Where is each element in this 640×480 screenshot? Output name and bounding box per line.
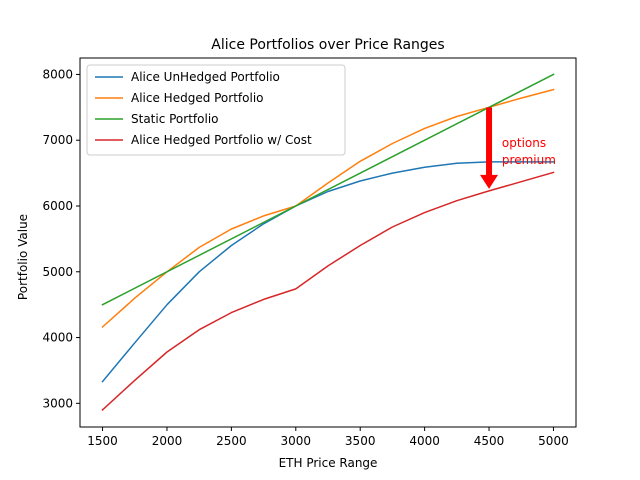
- legend-label: Alice Hedged Portfolio w/ Cost: [131, 133, 312, 147]
- options-premium-arrow: [480, 107, 499, 189]
- y-tick-label: 6000: [42, 199, 73, 213]
- series-layer: [101, 73, 555, 411]
- y-axis-ticks: 3000 4000 5000 6000 7000 8000: [42, 67, 80, 410]
- x-tick-label: 5000: [538, 434, 569, 448]
- y-axis-label: Portfolio Value: [16, 214, 30, 300]
- y-tick-label: 3000: [42, 396, 73, 410]
- x-tick-label: 3500: [345, 434, 376, 448]
- legend-label: Alice UnHedged Portfolio: [131, 70, 280, 84]
- series-line-4: [101, 171, 555, 411]
- series-line-1: [101, 161, 555, 383]
- x-tick-label: 1500: [87, 434, 118, 448]
- annotation-layer: options premium: [480, 107, 556, 189]
- x-tick-label: 2000: [152, 434, 183, 448]
- x-tick-label: 4000: [409, 434, 440, 448]
- x-tick-label: 4500: [474, 434, 505, 448]
- legend-label: Static Portfolio: [131, 112, 219, 126]
- chart-title: Alice Portfolios over Price Ranges: [211, 37, 444, 53]
- series-line-3: [101, 73, 555, 306]
- legend-box: [86, 64, 346, 156]
- y-tick-label: 5000: [42, 265, 73, 279]
- annotation-text-line: options: [502, 136, 546, 150]
- legend: Alice UnHedged Portfolio Alice Hedged Por…: [86, 64, 346, 156]
- y-tick-label: 7000: [42, 133, 73, 147]
- y-tick-label: 8000: [42, 67, 73, 81]
- annotation-text-line: premium: [502, 153, 556, 167]
- x-tick-label: 3000: [281, 434, 312, 448]
- x-axis-ticks: 1500 2000 2500 3000 3500 4000 4500 5000: [87, 427, 569, 448]
- y-tick-label: 4000: [42, 331, 73, 345]
- plot-area-frame: [79, 57, 577, 428]
- legend-label: Alice Hedged Portfolio: [131, 91, 264, 105]
- x-axis-label: ETH Price Range: [279, 456, 378, 470]
- x-tick-label: 2500: [216, 434, 247, 448]
- series-line-2: [101, 88, 555, 329]
